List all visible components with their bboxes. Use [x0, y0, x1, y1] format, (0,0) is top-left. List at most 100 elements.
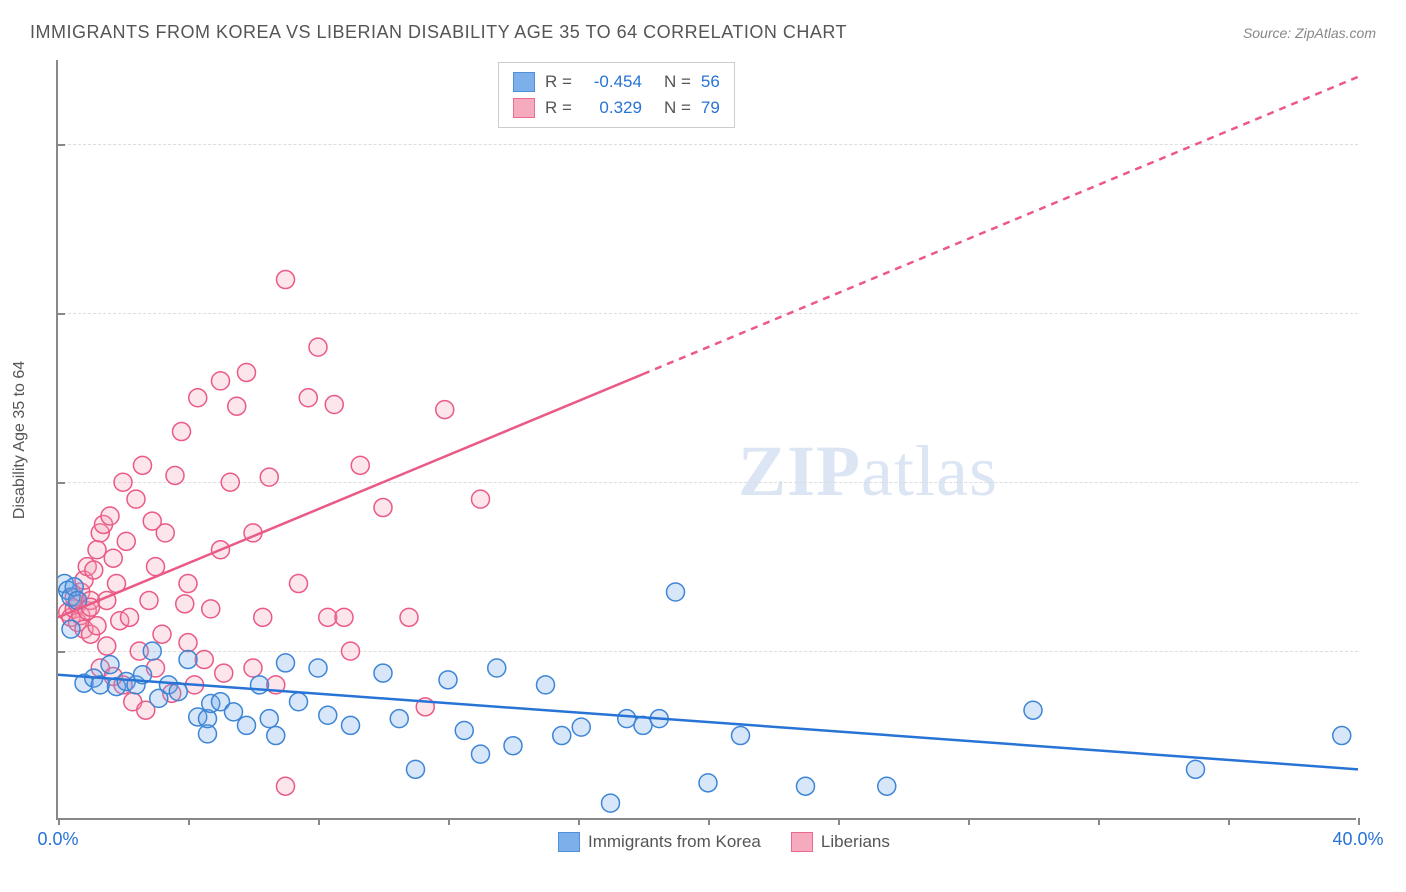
data-point — [238, 363, 256, 381]
data-point — [602, 794, 620, 812]
data-point — [374, 499, 392, 517]
y-tick-label: 10.0% — [1356, 641, 1406, 662]
data-point — [62, 620, 80, 638]
x-tick-label: 40.0% — [1332, 829, 1383, 850]
data-point — [351, 456, 369, 474]
data-point — [342, 642, 360, 660]
data-point — [1333, 727, 1351, 745]
data-point — [299, 389, 317, 407]
data-point — [319, 706, 337, 724]
data-point — [134, 456, 152, 474]
data-point — [189, 389, 207, 407]
data-point — [455, 721, 473, 739]
data-point — [244, 659, 262, 677]
data-point — [114, 473, 132, 491]
data-point — [537, 676, 555, 694]
data-point — [267, 727, 285, 745]
data-point — [176, 595, 194, 613]
data-point — [1024, 701, 1042, 719]
data-point — [319, 608, 337, 626]
data-point — [472, 745, 490, 763]
data-point — [251, 676, 269, 694]
chart-area: ZIPatlas 10.0%20.0%30.0%40.0%0.0%40.0% R… — [56, 60, 1356, 820]
data-point — [179, 575, 197, 593]
data-point — [221, 473, 239, 491]
data-point — [277, 777, 295, 795]
data-point — [553, 727, 571, 745]
data-point — [277, 271, 295, 289]
data-point — [797, 777, 815, 795]
data-point — [407, 760, 425, 778]
data-point — [98, 637, 116, 655]
data-point — [290, 693, 308, 711]
data-point — [309, 338, 327, 356]
data-point — [342, 716, 360, 734]
data-point — [140, 591, 158, 609]
data-point — [179, 651, 197, 669]
data-point — [732, 727, 750, 745]
data-point — [572, 718, 590, 736]
y-tick-label: 20.0% — [1356, 472, 1406, 493]
data-point — [101, 656, 119, 674]
data-point — [202, 600, 220, 618]
plot-region: ZIPatlas 10.0%20.0%30.0%40.0%0.0%40.0% R… — [56, 60, 1356, 820]
data-point — [153, 625, 171, 643]
data-point — [878, 777, 896, 795]
data-point — [260, 468, 278, 486]
data-point — [238, 716, 256, 734]
swatch-liberia-icon — [791, 832, 813, 852]
data-point — [472, 490, 490, 508]
data-point — [254, 608, 272, 626]
data-point — [127, 490, 145, 508]
swatch-korea-icon — [558, 832, 580, 852]
swatch-liberia — [513, 98, 535, 118]
data-point — [85, 561, 103, 579]
data-point — [88, 617, 106, 635]
y-tick-label: 40.0% — [1356, 134, 1406, 155]
data-point — [121, 608, 139, 626]
data-point — [400, 608, 418, 626]
data-point — [335, 608, 353, 626]
swatch-korea — [513, 72, 535, 92]
data-point — [488, 659, 506, 677]
data-point — [325, 396, 343, 414]
y-axis-label: Disability Age 35 to 64 — [11, 361, 29, 519]
data-point — [228, 397, 246, 415]
regression-line — [58, 374, 643, 617]
data-point — [166, 466, 184, 484]
chart-title: IMMIGRANTS FROM KOREA VS LIBERIAN DISABI… — [30, 22, 847, 43]
data-point — [260, 710, 278, 728]
data-point — [143, 642, 161, 660]
data-point — [212, 372, 230, 390]
data-point — [504, 737, 522, 755]
data-point — [667, 583, 685, 601]
x-tick-label: 0.0% — [37, 829, 78, 850]
data-point — [374, 664, 392, 682]
data-point — [173, 423, 191, 441]
data-point — [104, 549, 122, 567]
data-point — [215, 664, 233, 682]
legend-series: Immigrants from Korea Liberians — [558, 832, 890, 852]
data-point — [439, 671, 457, 689]
legend-correlation: R = -0.454 N = 56 R = 0.329 N = 79 — [498, 62, 735, 128]
data-point — [88, 541, 106, 559]
data-point — [436, 401, 454, 419]
data-point — [390, 710, 408, 728]
scatter-svg — [58, 60, 1358, 820]
data-point — [143, 512, 161, 530]
data-point — [699, 774, 717, 792]
data-point — [169, 683, 187, 701]
chart-source: Source: ZipAtlas.com — [1243, 25, 1376, 41]
data-point — [634, 716, 652, 734]
data-point — [179, 634, 197, 652]
data-point — [618, 710, 636, 728]
data-point — [309, 659, 327, 677]
data-point — [117, 532, 135, 550]
data-point — [195, 651, 213, 669]
data-point — [277, 654, 295, 672]
regression-line — [643, 77, 1358, 374]
data-point — [1187, 760, 1205, 778]
y-tick-label: 30.0% — [1356, 303, 1406, 324]
data-point — [225, 703, 243, 721]
data-point — [290, 575, 308, 593]
